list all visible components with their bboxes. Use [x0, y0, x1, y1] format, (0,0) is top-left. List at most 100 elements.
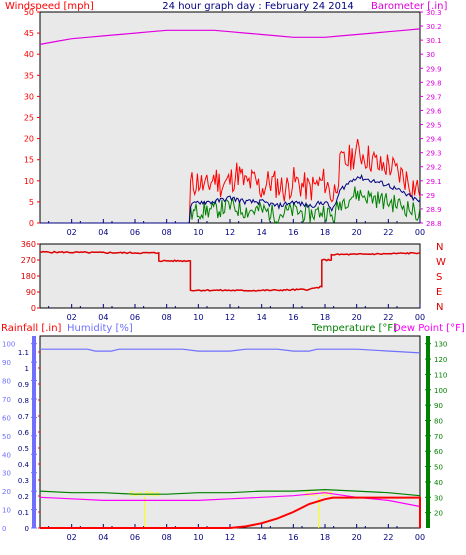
- rain-hour-label: 10: [193, 533, 203, 542]
- humidity-y-tick-label: 0: [2, 525, 6, 533]
- rain-y-tick-label: 0.8: [18, 397, 29, 405]
- humidity-y-tick-label: 10: [2, 507, 11, 515]
- rain-y-tick-label: 0.9: [18, 381, 29, 389]
- direction-hour-label: 16: [288, 313, 298, 322]
- wind-hour-label: 12: [225, 228, 235, 237]
- rain-hour-label: 18: [320, 533, 330, 542]
- barometer-y-tick-label: 30.2: [426, 23, 442, 31]
- direction-y-tick-label: 360: [21, 240, 36, 249]
- barometer-y-tick-label: 30.3: [426, 9, 442, 17]
- temperature-y-tick-label: 130: [434, 341, 447, 349]
- wind-y-tick-label: 10: [24, 177, 34, 186]
- humidity-y-tick-label: 60: [2, 414, 11, 422]
- rain-hour-label: 12: [225, 533, 235, 542]
- temperature-y-tick-label: 40: [434, 479, 443, 487]
- rain-y-tick-label: 1: [25, 365, 29, 373]
- sun-set-label: Sun Set: [305, 490, 332, 498]
- wind-hour-label: 16: [288, 228, 298, 237]
- barometer-y-tick-label: 29.8: [426, 79, 442, 87]
- temperature-axis-label: Temperature [°F]: [311, 323, 397, 334]
- wind-hour-label: 02: [67, 228, 77, 237]
- wind-hour-label: 04: [98, 228, 108, 237]
- humidity-y-tick-label: 90: [2, 359, 11, 367]
- dewpoint-axis-label: Dew Point [°F]: [393, 323, 465, 334]
- wind-direction-line: [39, 250, 421, 292]
- temperature-y-tick-label: 70: [434, 433, 443, 441]
- rain-y-tick-label: 0.1: [18, 509, 29, 517]
- direction-hour-label: 00: [415, 313, 425, 322]
- rain-hour-label: 16: [288, 533, 298, 542]
- wind-y-tick-label: 25: [24, 114, 34, 123]
- direction-hour-label: 22: [383, 313, 393, 322]
- rain-y-tick-label: 0.4: [18, 461, 30, 469]
- wind-y-tick-label: 50: [24, 8, 34, 17]
- wind-y-tick-label: 35: [24, 71, 34, 80]
- barometer-y-tick-label: 29.9: [426, 65, 442, 73]
- direction-y-tick-label: 0: [31, 304, 36, 313]
- wind-y-tick-label: 15: [24, 156, 34, 165]
- barometer-y-tick-label: 29.4: [426, 136, 442, 144]
- compass-label: W: [436, 257, 446, 268]
- compass-label: E: [436, 287, 442, 298]
- humidity-y-tick-label: 70: [2, 396, 11, 404]
- humidity-y-tick-label: 50: [2, 433, 11, 441]
- barometer-y-tick-label: 29.5: [426, 122, 442, 130]
- rain-humidity-temperature-panel: Rainfall [.in] Humidity [%] Temperature …: [1, 323, 465, 542]
- rain-y-tick-label: 0.2: [18, 493, 29, 501]
- wind-average-line: [40, 173, 421, 224]
- barometer-y-tick-label: 29: [426, 192, 435, 200]
- rain-y-tick-label: 0.6: [18, 429, 30, 437]
- rain-hour-label: 22: [383, 533, 393, 542]
- humidity-axis-label: Humidity [%]: [67, 323, 133, 334]
- rain-hour-label: 04: [98, 533, 108, 542]
- rain-hour-label: 08: [162, 533, 172, 542]
- humidity-y-tick-label: 20: [2, 488, 11, 496]
- temperature-y-tick-label: 100: [434, 387, 447, 395]
- barometer-y-tick-label: 29.3: [426, 150, 442, 158]
- humidity-line: [40, 348, 421, 354]
- wind-hour-label: 08: [162, 228, 172, 237]
- direction-y-tick-label: 90: [26, 288, 36, 297]
- temperature-y-tick-label: 110: [434, 371, 447, 379]
- temperature-y-tick-label: 80: [434, 417, 443, 425]
- rain-humidity-temperature-plot: 010203040506070809010000.10.20.30.40.50.…: [2, 336, 447, 542]
- wind-hour-label: 20: [352, 228, 362, 237]
- wind-plot-area: [39, 11, 421, 224]
- wind-hour-label: 22: [383, 228, 393, 237]
- barometer-y-tick-label: 29.7: [426, 93, 442, 101]
- windspeed-axis-label: Windspeed [mph]: [5, 1, 94, 12]
- barometer-y-tick-label: 30: [426, 51, 435, 59]
- wind-hour-label: 14: [257, 228, 267, 237]
- compass-label: N: [436, 242, 443, 253]
- wind-y-tick-label: 20: [24, 135, 34, 144]
- wind-barometer-plot: 0 5 10 15 20 25 30 35 40 45 50 28.8 28.9 29 29.1 29.2 29…: [24, 8, 442, 237]
- rain-hour-label: 14: [257, 533, 267, 542]
- humidity-y-tick-label: 40: [2, 451, 11, 459]
- rain-y-tick-label: 0.3: [18, 477, 29, 485]
- barometer-axis-label: Barometer [.in]: [371, 1, 447, 12]
- wind-y-tick-label: 45: [24, 29, 34, 38]
- wind-hour-label: 10: [193, 228, 203, 237]
- barometer-y-tick-label: 30.1: [426, 37, 442, 45]
- wind-barometer-panel: Windspeed [mph] Barometer [.in] 0 5 10 15 20…: [5, 1, 447, 237]
- direction-hour-label: 12: [225, 313, 235, 322]
- barometer-y-tick-label: 29.1: [426, 178, 442, 186]
- wind-y-tick-label: 0: [29, 219, 34, 228]
- temperature-y-tick-label: 90: [434, 402, 443, 410]
- direction-hour-label: 06: [130, 313, 140, 322]
- rain-hour-label: 06: [130, 533, 140, 542]
- direction-hour-label: 18: [320, 313, 330, 322]
- wind-y-tick-label: 5: [29, 198, 34, 207]
- temperature-y-tick-label: 30: [434, 494, 443, 502]
- humidity-y-tick-label: 80: [2, 378, 11, 386]
- temperature-y-tick-label: 50: [434, 464, 443, 472]
- temperature-y-tick-label: 60: [434, 448, 443, 456]
- direction-hour-label: 08: [162, 313, 172, 322]
- wind-hour-label: 00: [415, 228, 425, 237]
- direction-hour-label: 02: [67, 313, 77, 322]
- wind-hour-label: 06: [130, 228, 140, 237]
- direction-hour-label: 20: [352, 313, 362, 322]
- humidity-y-tick-label: 30: [2, 470, 11, 478]
- compass-label: N: [436, 302, 443, 313]
